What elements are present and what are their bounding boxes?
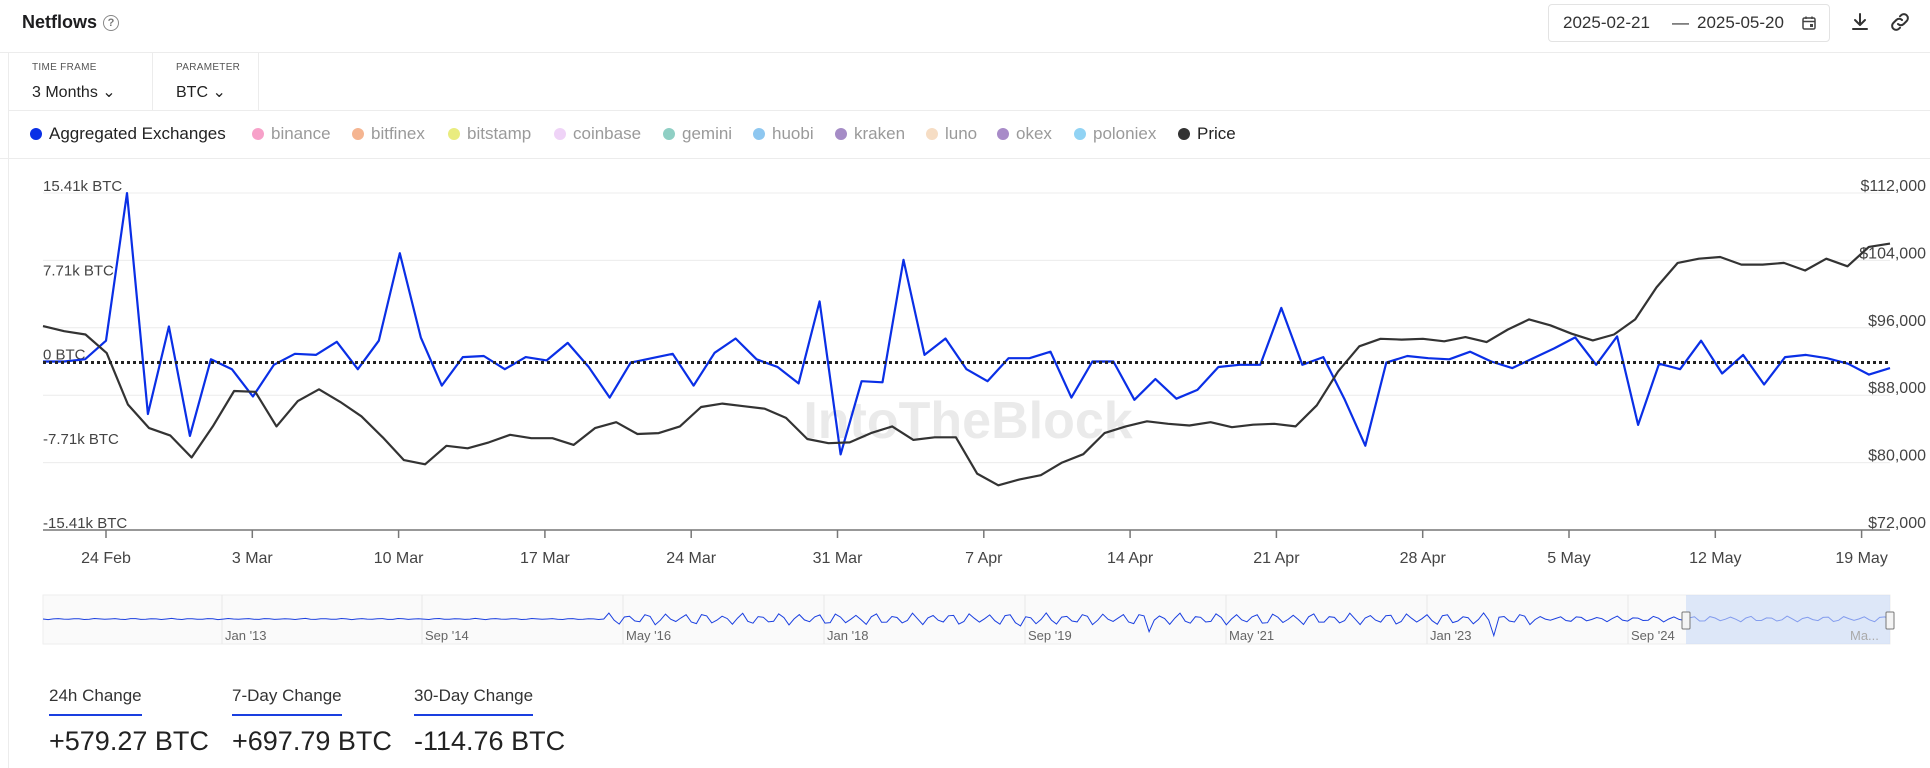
date-separator: —	[1672, 13, 1689, 32]
x-tick-label: 24 Feb	[81, 550, 131, 567]
timeframe-select[interactable]: TIME FRAME 3 Months ⌄	[8, 52, 153, 110]
help-icon[interactable]: ?	[103, 15, 120, 31]
y-right-tick-label: $88,000	[1868, 380, 1926, 397]
legend-item-binance[interactable]: binance	[252, 124, 331, 144]
legend-dot-icon	[352, 128, 364, 140]
navigator-tick-label: May '16	[626, 628, 671, 643]
navigator-tick-label: May '21	[1229, 628, 1274, 643]
link-icon[interactable]	[1888, 10, 1912, 34]
y-left-tick-label: 7.71k BTC	[43, 262, 114, 279]
legend-dot-icon	[926, 128, 938, 140]
legend-dot-icon	[663, 128, 675, 140]
x-tick-label: 17 Mar	[520, 550, 570, 567]
stat-7d-value: +697.79 BTC	[232, 726, 392, 756]
stat-24h-value: +579.27 BTC	[49, 726, 209, 756]
x-tick-label: 12 May	[1689, 550, 1741, 567]
x-tick-label: 31 Mar	[813, 550, 863, 567]
y-left-tick-label: 15.41k BTC	[43, 178, 122, 195]
legend-item-price[interactable]: Price	[1178, 124, 1236, 144]
navigator-tick-label: Sep '14	[425, 628, 469, 643]
legend-item-luno[interactable]: luno	[926, 124, 977, 144]
timeframe-label: TIME FRAME	[32, 62, 97, 73]
legend-item-huobi[interactable]: huobi	[753, 124, 814, 144]
navigator-tick-label: Sep '19	[1028, 628, 1072, 643]
stat-24h-label[interactable]: 24h Change	[49, 686, 142, 716]
legend-dot-icon	[753, 128, 765, 140]
timeframe-value[interactable]: 3 Months ⌄	[32, 84, 116, 101]
stat-30d-value: -114.76 BTC	[414, 726, 566, 756]
download-icon[interactable]	[1848, 10, 1872, 34]
x-tick-label: 3 Mar	[232, 550, 274, 567]
legend-item-coinbase[interactable]: coinbase	[554, 124, 641, 144]
date-start[interactable]: 2025-02-21	[1563, 13, 1650, 32]
legend-dot-icon	[1074, 128, 1086, 140]
parameter-value[interactable]: BTC ⌄	[176, 84, 226, 101]
calendar-icon[interactable]	[1801, 15, 1817, 31]
stat-30d-label[interactable]: 30-Day Change	[414, 686, 534, 716]
y-right-tick-label: $112,000	[1860, 178, 1926, 195]
navigator-handle	[1681, 611, 1691, 630]
legend-dot-icon	[554, 128, 566, 140]
y-right-tick-label: $80,000	[1868, 448, 1926, 465]
stat-7d: 7-Day Change +697.79 BTC	[232, 686, 392, 757]
legend-dot-icon	[252, 128, 264, 140]
legend-dot-icon	[835, 128, 847, 140]
date-end[interactable]: 2025-05-20	[1697, 13, 1784, 32]
legend-dot-icon	[1178, 128, 1190, 140]
navigator-tick-label: Ma...	[1850, 628, 1879, 643]
navigator-handle	[1885, 611, 1895, 630]
y-left-tick-label: -7.71k BTC	[43, 431, 119, 448]
x-tick-label: 7 Apr	[965, 550, 1003, 567]
legend-dot-icon	[448, 128, 460, 140]
legend-dot-icon	[30, 128, 42, 140]
navigator-tick-label: Jan '18	[827, 628, 869, 643]
x-tick-label: 24 Mar	[666, 550, 716, 567]
netflow-series-line	[43, 192, 1891, 456]
legend-item-poloniex[interactable]: poloniex	[1074, 124, 1156, 144]
header-bar: Netflows? 2025-02-21 — 2025-05-20	[0, 0, 1930, 53]
x-tick-label: 14 Apr	[1107, 550, 1154, 567]
chevron-down-icon: ⌄	[212, 84, 226, 101]
controls-bar: TIME FRAME 3 Months ⌄ PARAMETER BTC ⌄	[8, 52, 1930, 111]
watermark-logo: IntoTheBlock	[803, 392, 1132, 450]
stat-30d: 30-Day Change -114.76 BTC	[414, 686, 565, 757]
stat-7d-label[interactable]: 7-Day Change	[232, 686, 342, 716]
navigator-background	[42, 594, 1891, 645]
navigator-tick-label: Sep '24	[1631, 628, 1675, 643]
y-right-tick-label: $96,000	[1868, 313, 1926, 330]
legend-item-aggregated[interactable]: Aggregated Exchanges	[30, 124, 226, 144]
x-tick-label: 10 Mar	[374, 550, 424, 567]
legend-item-kraken[interactable]: kraken	[835, 124, 905, 144]
price-series-line	[42, 242, 1891, 487]
legend-item-gemini[interactable]: gemini	[663, 124, 732, 144]
navigator-tick-label: Jan '13	[225, 628, 267, 643]
legend-item-okex[interactable]: okex	[997, 124, 1052, 144]
navigator-series-line	[42, 612, 1891, 638]
panel-border	[8, 52, 9, 768]
stat-24h: 24h Change +579.27 BTC	[49, 686, 209, 757]
x-tick-label: 5 May	[1547, 550, 1591, 567]
y-right-tick-label: $104,000	[1859, 245, 1926, 262]
x-tick-label: 28 Apr	[1400, 550, 1447, 567]
chevron-down-icon: ⌄	[102, 84, 116, 101]
y-left-tick-label: -15.41k BTC	[43, 515, 127, 532]
date-range-picker[interactable]: 2025-02-21 — 2025-05-20	[1548, 4, 1830, 42]
page-title: Netflows?	[22, 12, 120, 33]
parameter-label: PARAMETER	[176, 62, 241, 73]
navigator-tick-label: Jan '23	[1430, 628, 1472, 643]
parameter-select[interactable]: PARAMETER BTC ⌄	[152, 52, 259, 110]
x-tick-label: 21 Apr	[1253, 550, 1300, 567]
legend-dot-icon	[997, 128, 1009, 140]
legend-item-bitfinex[interactable]: bitfinex	[352, 124, 425, 144]
chart-legend: Aggregated Exchanges binance bitfinex bi…	[0, 110, 1930, 159]
y-right-tick-label: $72,000	[1868, 515, 1926, 532]
navigator-selection	[1686, 595, 1890, 644]
legend-item-bitstamp[interactable]: bitstamp	[448, 124, 531, 144]
x-tick-label: 19 May	[1835, 550, 1887, 567]
